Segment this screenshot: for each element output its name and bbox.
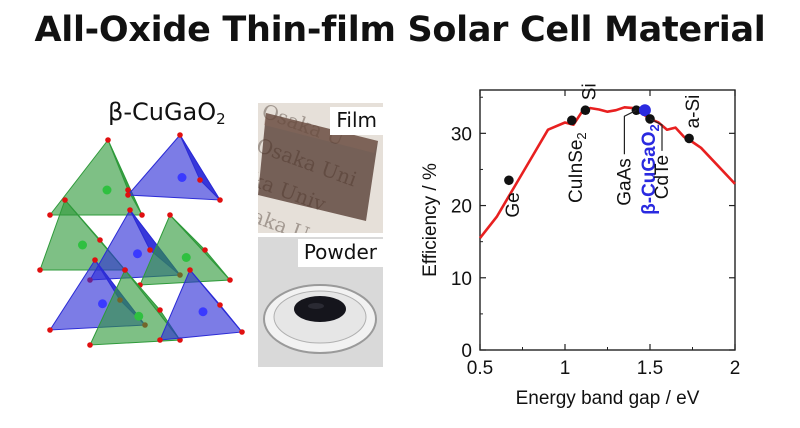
metal-atom: [181, 253, 191, 262]
oxygen-atom: [157, 307, 163, 313]
tetrahedron-face: [189, 269, 243, 333]
x-tick-label: 1: [560, 358, 571, 379]
x-tick-label: 1.5: [637, 358, 663, 379]
oxygen-atom: [105, 137, 111, 143]
point-label: β-CuGaO2: [639, 124, 662, 215]
oxygen-atom: [47, 327, 53, 333]
oxygen-atom: [239, 329, 245, 335]
label-leader-line: [649, 118, 663, 151]
powder-label: Powder: [297, 239, 383, 267]
tetrahedron-face: [169, 214, 231, 281]
y-tick-label: 30: [451, 124, 472, 145]
oxygen-atom: [217, 302, 223, 308]
data-point: [638, 104, 651, 117]
oxygen-atom: [167, 212, 173, 218]
y-tick-label: 0: [461, 341, 472, 362]
oxygen-atom: [87, 342, 93, 348]
oxygen-atom: [62, 197, 68, 203]
oxygen-atom: [227, 277, 233, 283]
film-photo: ty Osaka U ity Osaka Uni Osaka Univ ty O…: [258, 103, 383, 233]
oxygen-atom: [127, 207, 133, 213]
y-tick-label: 20: [451, 197, 472, 218]
point-label: CdTe: [652, 155, 673, 199]
point-label: Si: [579, 83, 600, 100]
oxygen-atom: [97, 237, 103, 243]
oxygen-atom: [139, 212, 145, 218]
point-label: Ge: [503, 192, 524, 217]
film-label: Film: [330, 107, 383, 135]
crystal-label: β-CuGaO2: [108, 98, 226, 128]
oxygen-atom: [47, 212, 53, 218]
metal-atom: [198, 307, 208, 317]
oxygen-atom: [125, 192, 131, 198]
tetrahedron-face: [126, 134, 221, 201]
powder-photo: Powder: [258, 237, 383, 367]
data-point: [580, 105, 591, 116]
oxygen-atom: [197, 177, 203, 183]
oxygen-atom: [37, 267, 43, 273]
data-point: [567, 115, 577, 126]
point-label: CuInSe2: [566, 132, 589, 203]
film-photo-image: ty Osaka U ity Osaka Uni Osaka Univ ty O…: [258, 103, 383, 233]
metal-atom: [134, 311, 144, 321]
data-point: [504, 175, 514, 186]
metal-atom: [177, 173, 187, 182]
oxygen-atom: [92, 257, 98, 263]
crystal-structure-illustration: [37, 132, 245, 348]
data-point: [631, 105, 642, 116]
oxygen-atom: [147, 247, 153, 253]
metal-atom: [102, 185, 112, 195]
y-axis-label: Efficiency / %: [420, 163, 441, 277]
x-tick-label: 2: [730, 358, 741, 379]
tetrahedron-face: [107, 139, 143, 216]
oxygen-atom: [122, 267, 128, 273]
point-label: a-Si: [683, 95, 704, 129]
oxygen-atom: [157, 337, 163, 343]
x-tick-label: 0.5: [467, 358, 493, 379]
metal-atom: [98, 299, 107, 309]
oxygen-atom: [177, 132, 183, 138]
x-axis-label: Energy band gap / eV: [516, 388, 700, 409]
data-point: [684, 133, 694, 144]
oxygen-atom: [125, 187, 131, 193]
data-point: [645, 114, 655, 124]
oxygen-atom: [187, 267, 193, 273]
tetrahedron-face: [179, 134, 221, 201]
metal-atom: [78, 240, 87, 250]
page-title: All-Oxide Thin-film Solar Cell Material: [34, 10, 766, 50]
y-tick-label: 10: [451, 269, 472, 290]
point-label: GaAs: [614, 158, 635, 206]
oxygen-atom: [202, 247, 208, 253]
oxygen-atom: [217, 197, 223, 203]
metal-atom: [133, 249, 142, 259]
label-leader-line: [623, 109, 637, 155]
